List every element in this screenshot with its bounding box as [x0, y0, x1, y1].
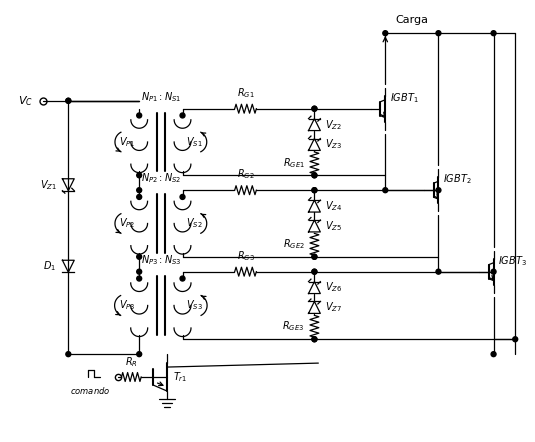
- Text: $V_C$: $V_C$: [18, 94, 33, 108]
- Text: $R_{GE3}$: $R_{GE3}$: [282, 320, 304, 333]
- Text: $IGBT_1$: $IGBT_1$: [390, 91, 419, 105]
- Text: $R_{GE2}$: $R_{GE2}$: [282, 237, 304, 251]
- Circle shape: [137, 254, 142, 259]
- Circle shape: [312, 254, 317, 259]
- Text: $N_{P2}:N_{S2}$: $N_{P2}:N_{S2}$: [141, 171, 181, 185]
- Circle shape: [383, 188, 388, 193]
- Text: $T_{r1}$: $T_{r1}$: [173, 370, 187, 384]
- Text: $N_{P1}:N_{S1}$: $N_{P1}:N_{S1}$: [141, 90, 181, 104]
- Text: $IGBT_2$: $IGBT_2$: [444, 172, 472, 186]
- Text: $N_{P3}:N_{S3}$: $N_{P3}:N_{S3}$: [141, 253, 181, 267]
- Text: $V_{Z2}$: $V_{Z2}$: [325, 118, 342, 132]
- Text: $V_{S3}$: $V_{S3}$: [186, 298, 203, 312]
- Text: $V_{Z5}$: $V_{Z5}$: [325, 219, 342, 233]
- Circle shape: [312, 254, 317, 259]
- Circle shape: [312, 173, 317, 178]
- Circle shape: [312, 106, 317, 111]
- Circle shape: [137, 276, 142, 281]
- Circle shape: [491, 352, 496, 357]
- Circle shape: [180, 276, 185, 281]
- Circle shape: [513, 337, 518, 342]
- Circle shape: [312, 173, 317, 178]
- Circle shape: [312, 188, 317, 193]
- Text: $V_{Z6}$: $V_{Z6}$: [325, 281, 342, 294]
- Text: $V_{P3}$: $V_{P3}$: [119, 298, 136, 312]
- Text: $R_{GE1}$: $R_{GE1}$: [282, 156, 304, 170]
- Circle shape: [436, 269, 441, 274]
- Text: $R_R$: $R_R$: [125, 355, 137, 369]
- Circle shape: [180, 113, 185, 118]
- Circle shape: [436, 188, 441, 193]
- Circle shape: [137, 173, 142, 178]
- Text: $V_{Z1}$: $V_{Z1}$: [40, 178, 57, 192]
- Circle shape: [491, 30, 496, 36]
- Text: Carga: Carga: [395, 15, 429, 25]
- Text: $V_{Z7}$: $V_{Z7}$: [325, 301, 342, 314]
- Circle shape: [180, 194, 185, 199]
- Text: $V_{P2}$: $V_{P2}$: [119, 217, 135, 230]
- Text: $V_{S2}$: $V_{S2}$: [186, 217, 203, 230]
- Circle shape: [383, 30, 388, 36]
- Text: $R_{G1}$: $R_{G1}$: [236, 86, 254, 100]
- Circle shape: [66, 98, 71, 103]
- Circle shape: [491, 269, 496, 274]
- Circle shape: [137, 113, 142, 118]
- Text: $\mathit{comando}$: $\mathit{comando}$: [70, 385, 110, 396]
- Circle shape: [137, 188, 142, 193]
- Circle shape: [66, 352, 71, 357]
- Circle shape: [436, 30, 441, 36]
- Text: $D_1$: $D_1$: [43, 259, 57, 273]
- Text: $IGBT_3$: $IGBT_3$: [499, 254, 528, 268]
- Text: $V_{S1}$: $V_{S1}$: [186, 135, 203, 149]
- Circle shape: [137, 352, 142, 357]
- Circle shape: [137, 269, 142, 274]
- Circle shape: [312, 188, 317, 193]
- Circle shape: [66, 98, 71, 103]
- Circle shape: [312, 337, 317, 342]
- Circle shape: [312, 269, 317, 274]
- Text: $V_{Z4}$: $V_{Z4}$: [325, 199, 342, 213]
- Circle shape: [312, 337, 317, 342]
- Circle shape: [137, 194, 142, 199]
- Circle shape: [312, 106, 317, 111]
- Circle shape: [312, 269, 317, 274]
- Text: $V_{Z3}$: $V_{Z3}$: [325, 137, 342, 151]
- Text: $R_{G3}$: $R_{G3}$: [236, 249, 255, 263]
- Text: $V_{P1}$: $V_{P1}$: [119, 135, 135, 149]
- Text: $R_{G2}$: $R_{G2}$: [236, 168, 254, 181]
